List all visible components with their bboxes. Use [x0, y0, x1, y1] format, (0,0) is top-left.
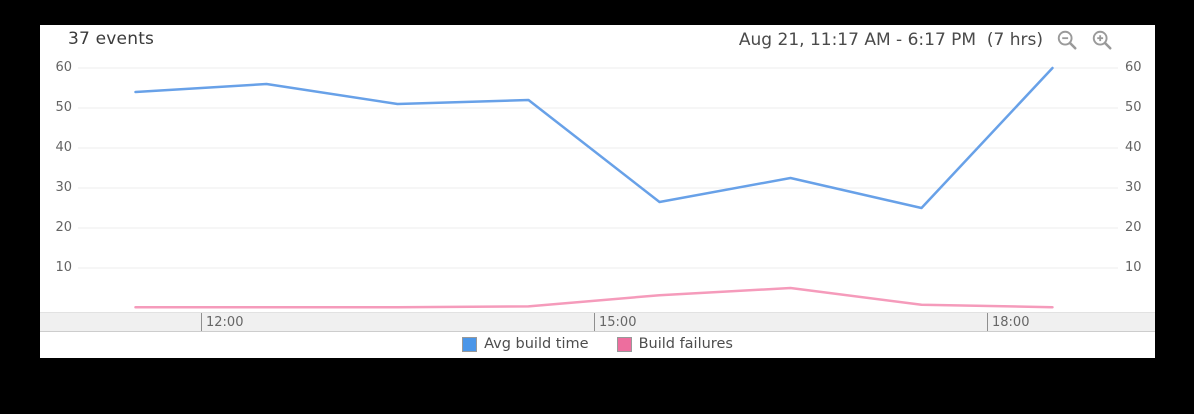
x-axis-band: 12:00 15:00 18:00: [40, 312, 1155, 332]
time-range-group: Aug 21, 11:17 AM - 6:17 PM (7 hrs): [739, 28, 1113, 51]
y-axis-tick-label: 20: [55, 220, 72, 235]
magnifier-plus-icon: [1092, 30, 1112, 50]
series-line-build-failures: [134, 286, 1054, 309]
y-axis-tick-label: 20: [1125, 220, 1142, 235]
y-axis-tick-label: 40: [1125, 140, 1142, 155]
legend-label: Build failures: [638, 336, 733, 352]
build-failures-swatch-icon: [616, 336, 632, 352]
x-axis-tick-mark: [987, 313, 988, 331]
y-axis-tick-label: 30: [1125, 180, 1142, 195]
y-axis-tick-label: 40: [55, 140, 72, 155]
chart-legend: Avg build time Build failures: [40, 336, 1155, 352]
chart-card: 37 events Aug 21, 11:17 AM - 6:17 PM (7 …: [40, 25, 1155, 358]
chart-header: 37 events Aug 21, 11:17 AM - 6:17 PM (7 …: [40, 25, 1155, 63]
series-line-avg-build-time: [134, 66, 1054, 210]
legend-label: Avg build time: [484, 336, 589, 352]
x-axis-tick-mark: [201, 313, 202, 331]
x-axis-tick-mark: [594, 313, 595, 331]
y-axis-tick-label: 50: [1125, 100, 1142, 115]
time-range-label: Aug 21, 11:17 AM - 6:17 PM (7 hrs): [738, 29, 1043, 50]
zoom-out-button[interactable]: [1055, 28, 1078, 51]
line-chart-plot[interactable]: [40, 25, 1155, 358]
y-axis-tick-label: 10: [1125, 260, 1142, 275]
y-axis-tick-label: 50: [55, 100, 72, 115]
avg-build-time-swatch-icon: [462, 336, 478, 352]
events-count-label: 37 events: [68, 29, 155, 49]
x-axis-tick-label: 18:00: [992, 315, 1030, 330]
legend-item-avg-build-time[interactable]: Avg build time: [462, 336, 589, 352]
magnifier-minus-icon: [1057, 30, 1077, 50]
x-axis-tick-label: 12:00: [206, 315, 244, 330]
x-axis-tick-label: 15:00: [599, 315, 637, 330]
y-axis-tick-label: 60: [1125, 60, 1142, 75]
y-axis-tick-label: 10: [55, 260, 72, 275]
zoom-in-button[interactable]: [1090, 28, 1113, 51]
y-axis-tick-label: 30: [55, 180, 72, 195]
y-axis-tick-label: 60: [55, 60, 72, 75]
legend-item-build-failures[interactable]: Build failures: [616, 336, 733, 352]
